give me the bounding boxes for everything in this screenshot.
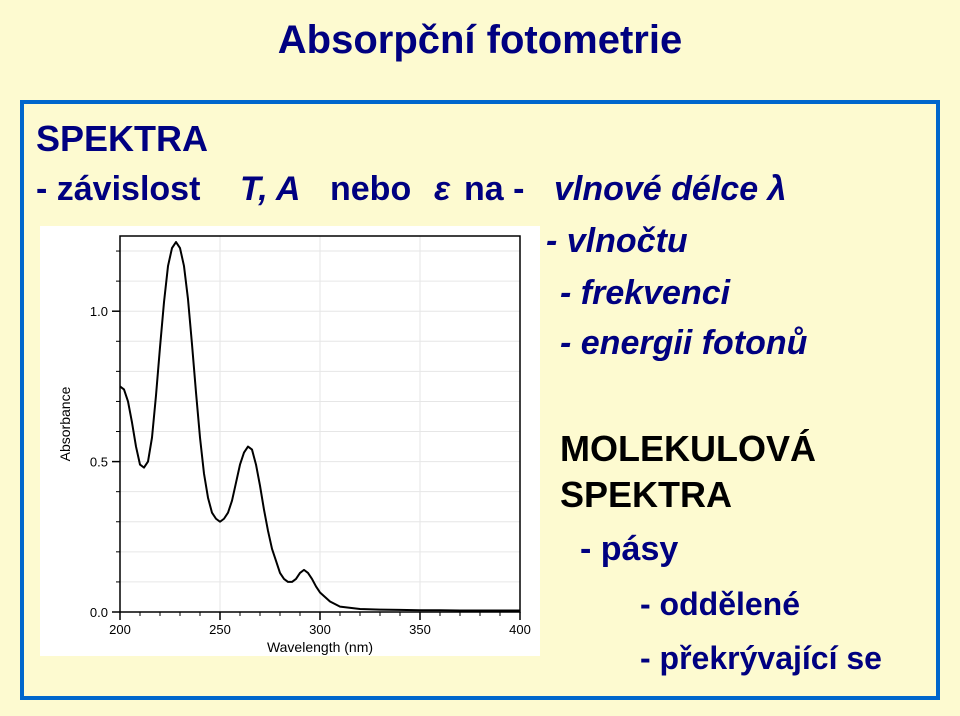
text-energii: - energii fotonů xyxy=(560,324,807,363)
svg-text:Absorbance: Absorbance xyxy=(57,386,73,461)
text-spektra2: SPEKTRA xyxy=(560,474,732,516)
text-molekulova: MOLEKULOVÁ xyxy=(560,428,816,470)
slide-title: Absorpční fotometrie xyxy=(0,0,960,63)
text-TA: T, A xyxy=(240,170,300,209)
text-vlnove: vlnové délce λ xyxy=(554,170,786,209)
svg-text:Wavelength (nm): Wavelength (nm) xyxy=(267,639,373,655)
svg-text:1.0: 1.0 xyxy=(90,304,108,319)
text-eps: ε xyxy=(434,170,450,209)
text-nebo: nebo xyxy=(330,170,411,209)
text-pasy: - pásy xyxy=(580,530,678,569)
text-oddelene: - oddělené xyxy=(640,586,800,623)
svg-text:250: 250 xyxy=(209,622,231,637)
chart-svg: 0.0 0.5 1.0 200 250 300 350 400 Wavelength (nm) A… xyxy=(40,226,540,656)
text-na: na - xyxy=(464,170,524,209)
spectrum-chart: 0.0 0.5 1.0 200 250 300 350 400 Wavelength (nm) A… xyxy=(40,226,540,656)
svg-text:350: 350 xyxy=(409,622,431,637)
svg-text:0.5: 0.5 xyxy=(90,455,108,470)
text-frekvenci: - frekvenci xyxy=(560,274,730,313)
svg-text:300: 300 xyxy=(309,622,331,637)
text-spektra: SPEKTRA xyxy=(36,118,208,160)
svg-text:400: 400 xyxy=(509,622,531,637)
text-prekryvajici: - překrývající se xyxy=(640,640,882,677)
text-vlnoctu: - vlnočtu xyxy=(546,222,688,261)
text-zavislost: - závislost xyxy=(36,170,200,209)
svg-text:0.0: 0.0 xyxy=(90,605,108,620)
slide: Absorpční fotometrie SPEKTRA - závislost… xyxy=(0,0,960,716)
svg-text:200: 200 xyxy=(109,622,131,637)
